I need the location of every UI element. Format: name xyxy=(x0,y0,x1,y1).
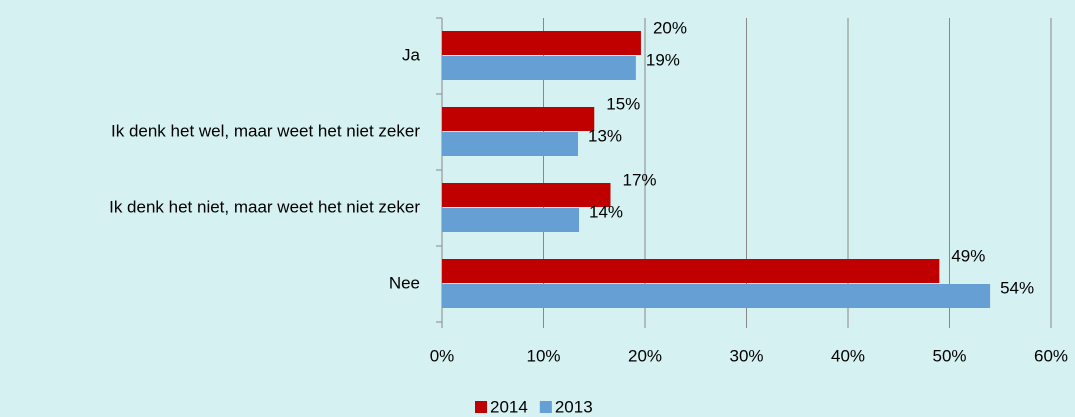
data-label: 20% xyxy=(653,18,687,37)
data-label: 19% xyxy=(646,50,680,69)
bar xyxy=(442,107,595,131)
bar xyxy=(442,259,940,283)
x-tick-label: 40% xyxy=(831,346,865,365)
data-label: 13% xyxy=(588,126,622,145)
x-tick-label: 0% xyxy=(430,346,455,365)
data-label: 49% xyxy=(951,246,985,265)
bar xyxy=(442,31,641,55)
x-tick-label: 10% xyxy=(526,346,560,365)
legend-swatch xyxy=(475,401,487,413)
x-tick-label: 50% xyxy=(932,346,966,365)
legend-swatch xyxy=(539,401,552,413)
y-tick-label: Ik denk het niet, maar weet het niet zek… xyxy=(109,197,420,216)
data-label: 15% xyxy=(606,94,640,113)
legend-label: 2014 xyxy=(490,397,528,416)
x-tick-label: 60% xyxy=(1034,346,1068,365)
y-tick-label: Ik denk het wel, maar weet het niet zeke… xyxy=(111,121,420,140)
data-label: 54% xyxy=(1000,278,1034,297)
bar xyxy=(442,56,636,80)
bar xyxy=(442,132,579,156)
data-label: 14% xyxy=(589,202,623,221)
legend-label: 2013 xyxy=(555,397,593,416)
y-tick-label: Ja xyxy=(402,45,421,64)
bar xyxy=(442,208,580,232)
x-tick-label: 20% xyxy=(628,346,662,365)
x-tick-label: 30% xyxy=(729,346,763,365)
bar xyxy=(442,284,991,308)
data-label: 17% xyxy=(622,170,656,189)
bar xyxy=(442,183,611,207)
y-tick-label: Nee xyxy=(389,273,420,292)
